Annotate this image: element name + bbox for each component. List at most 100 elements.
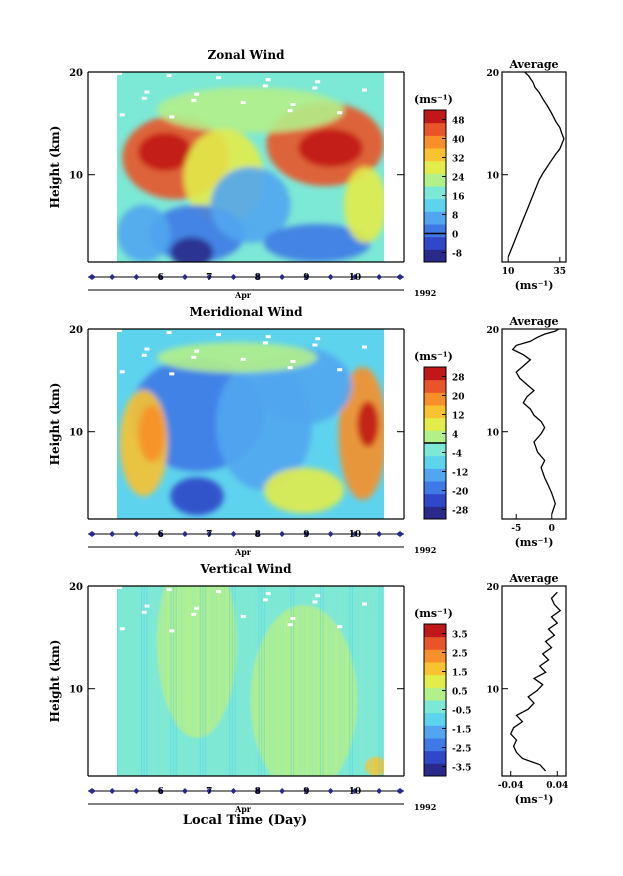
colorbar-segment <box>424 700 446 714</box>
heatmap-streak <box>367 586 369 776</box>
day-tick-marker <box>279 274 286 280</box>
y-tick-label: 10 <box>69 171 83 182</box>
heatmap-streak <box>311 586 313 776</box>
heatmap-streak <box>378 586 380 776</box>
colorbar-segment <box>424 122 446 136</box>
heatmap-streak <box>205 586 207 776</box>
data-gap <box>166 74 172 78</box>
month-label: Apr <box>234 290 252 300</box>
data-gap <box>144 604 150 608</box>
colorbar-tick-label: -2.5 <box>452 745 471 755</box>
colorbar-segment <box>424 468 446 482</box>
data-gap <box>240 614 246 618</box>
colorbar-tick-label: 0.5 <box>452 688 468 698</box>
x-tick-label: 7 <box>206 530 212 540</box>
data-gap <box>290 616 296 620</box>
data-gap <box>191 355 197 359</box>
y-tick-label: 10 <box>69 428 83 439</box>
profile-title: Average <box>508 572 558 585</box>
profile-unit-label: (ms⁻¹) <box>515 279 554 292</box>
day-tick-marker <box>181 531 188 537</box>
data-gap <box>315 594 321 598</box>
x-tick-label: 9 <box>303 787 309 797</box>
data-gap <box>166 588 172 592</box>
data-gap <box>144 347 150 351</box>
day-tick-marker <box>254 788 261 794</box>
day-tick-marker <box>206 531 213 537</box>
heatmap-streak <box>154 586 156 776</box>
colorbar-segment <box>424 135 446 149</box>
heatmap-streak <box>130 586 132 776</box>
data-gap <box>240 100 246 104</box>
month-label: Apr <box>234 804 252 814</box>
day-tick-marker <box>230 788 237 794</box>
x-tick-label: 7 <box>206 787 212 797</box>
heatmap-region <box>357 401 379 447</box>
x-tick-label: 6 <box>158 530 164 540</box>
data-gap <box>262 84 268 88</box>
data-gap <box>265 335 271 339</box>
day-tick-marker <box>279 788 286 794</box>
day-tick-marker <box>88 531 96 537</box>
data-gap <box>287 366 293 370</box>
colorbar-tick-label: -12 <box>452 469 468 479</box>
profile-y-tick-label: 10 <box>486 172 499 182</box>
colorbar-tick-label: 4 <box>452 431 458 441</box>
colorbar-segment <box>424 173 446 187</box>
data-gap <box>144 90 150 94</box>
day-tick-marker <box>351 531 358 537</box>
panel-title: Vertical Wind <box>199 562 292 576</box>
colorbar-segment <box>424 110 446 124</box>
colorbar-segment <box>424 481 446 495</box>
data-gap <box>265 78 271 82</box>
profile-frame <box>501 585 567 777</box>
heatmap-streak <box>338 586 340 776</box>
profile-x-tick-label: 0.04 <box>546 781 568 791</box>
colorbar-tick-label: 48 <box>452 117 465 127</box>
colorbar-segment <box>424 725 446 739</box>
panel-zonal-wind: Zonal Wind 20 10 Height (km) 6 7 8 9 10 Apr 1992 (m… <box>48 48 567 300</box>
x-tick-label: 10 <box>349 787 362 797</box>
heatmap-field <box>117 329 384 519</box>
heatmap-streak <box>146 586 148 776</box>
profile-y-tick-label: 20 <box>486 69 499 79</box>
data-gap <box>117 329 122 332</box>
heatmap-streak <box>215 586 217 776</box>
panel-title: Zonal Wind <box>208 48 286 62</box>
data-gap <box>287 109 293 113</box>
month-label: Apr <box>234 547 252 557</box>
heatmap-streak <box>309 586 311 776</box>
day-tick-marker <box>230 531 237 537</box>
colorbar-segment <box>424 236 446 250</box>
heatmap-streak <box>159 586 161 776</box>
day-tick-marker <box>109 788 116 794</box>
data-gap <box>337 111 343 115</box>
data-gap <box>265 592 271 596</box>
heatmap-streak <box>242 586 244 776</box>
day-tick-marker <box>327 274 334 280</box>
heatmap-streak <box>143 586 145 776</box>
y-axis-label: Height (km) <box>48 126 62 209</box>
colorbar-segment <box>424 636 446 650</box>
profile-x-tick-label: -0.04 <box>498 781 524 791</box>
day-tick-marker <box>157 788 164 794</box>
data-gap <box>141 96 147 100</box>
colorbar-segment <box>424 148 446 162</box>
heatmap-region <box>117 205 171 262</box>
data-gap <box>141 610 147 614</box>
profile-frame <box>501 71 567 263</box>
x-tick-label: 6 <box>158 273 164 283</box>
heatmap-streak <box>258 586 260 776</box>
heatmap-streak <box>359 586 361 776</box>
day-tick-marker <box>396 788 404 794</box>
heatmap-streak <box>319 586 321 776</box>
data-gap <box>191 98 197 102</box>
heatmap-streak <box>141 586 143 776</box>
day-tick-marker <box>181 788 188 794</box>
colorbar-segment <box>424 160 446 174</box>
heatmap-streak <box>261 586 263 776</box>
heatmap-streak <box>322 586 324 776</box>
heatmap-streak <box>274 586 276 776</box>
data-gap <box>119 627 125 631</box>
heatmap-streak <box>250 586 252 776</box>
